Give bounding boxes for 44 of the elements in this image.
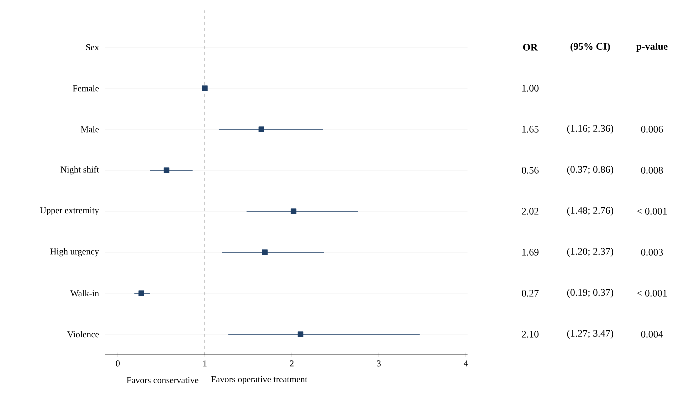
text: Favors conservative (126, 377, 199, 384)
y-tick-label: Female (73, 85, 100, 92)
text: < 0.001 (637, 290, 667, 297)
point (291, 208, 297, 214)
y-tick-label: Sex (86, 44, 100, 51)
data-label: 1.65 (522, 126, 539, 133)
y-tick-label: High urgency (50, 248, 100, 257)
point (298, 332, 304, 338)
x-tick-label: 1 (204, 360, 207, 367)
x-tick-label: 4 (464, 360, 468, 367)
y-tick-label: Night shift (60, 166, 100, 175)
point (138, 290, 144, 296)
data-label: 0.56 (522, 167, 539, 174)
text: Favors operative treatment (211, 376, 308, 384)
text: OR (523, 44, 538, 51)
y-tick-label: Upper extremity (40, 208, 100, 216)
data-label: 1.00 (522, 85, 539, 92)
text: (1.48; 2.76) (567, 206, 614, 216)
y-tick-label: Violence (67, 331, 100, 338)
text: (0.19; 0.37) (567, 288, 614, 298)
text: 0.003 (641, 249, 664, 256)
text: 0.006 (641, 126, 664, 133)
text: 0.008 (641, 167, 664, 174)
text: (0.37; 0.86) (567, 166, 614, 176)
text: (1.20; 2.37) (567, 248, 614, 258)
data-label: 2.10 (522, 331, 539, 338)
y-tick-label: Walk-in (70, 290, 100, 297)
data-label: 1.69 (522, 249, 539, 256)
text: p-value (636, 42, 668, 52)
data-label: 2.02 (522, 208, 539, 215)
text: 0.004 (641, 331, 664, 338)
text: (1.16; 2.36) (567, 124, 614, 134)
point (202, 86, 208, 92)
point (258, 126, 264, 132)
data-label: 0.27 (522, 290, 539, 297)
point (164, 168, 170, 174)
x-tick-label: 0 (116, 360, 120, 367)
text: (95% CI) (570, 42, 610, 52)
text: < 0.001 (637, 208, 667, 215)
y-tick-label: Male (81, 126, 100, 133)
text: (1.27; 3.47) (567, 330, 614, 340)
point (262, 250, 268, 256)
x-tick-label: 2 (290, 360, 294, 367)
x-tick-label: 3 (377, 360, 381, 367)
